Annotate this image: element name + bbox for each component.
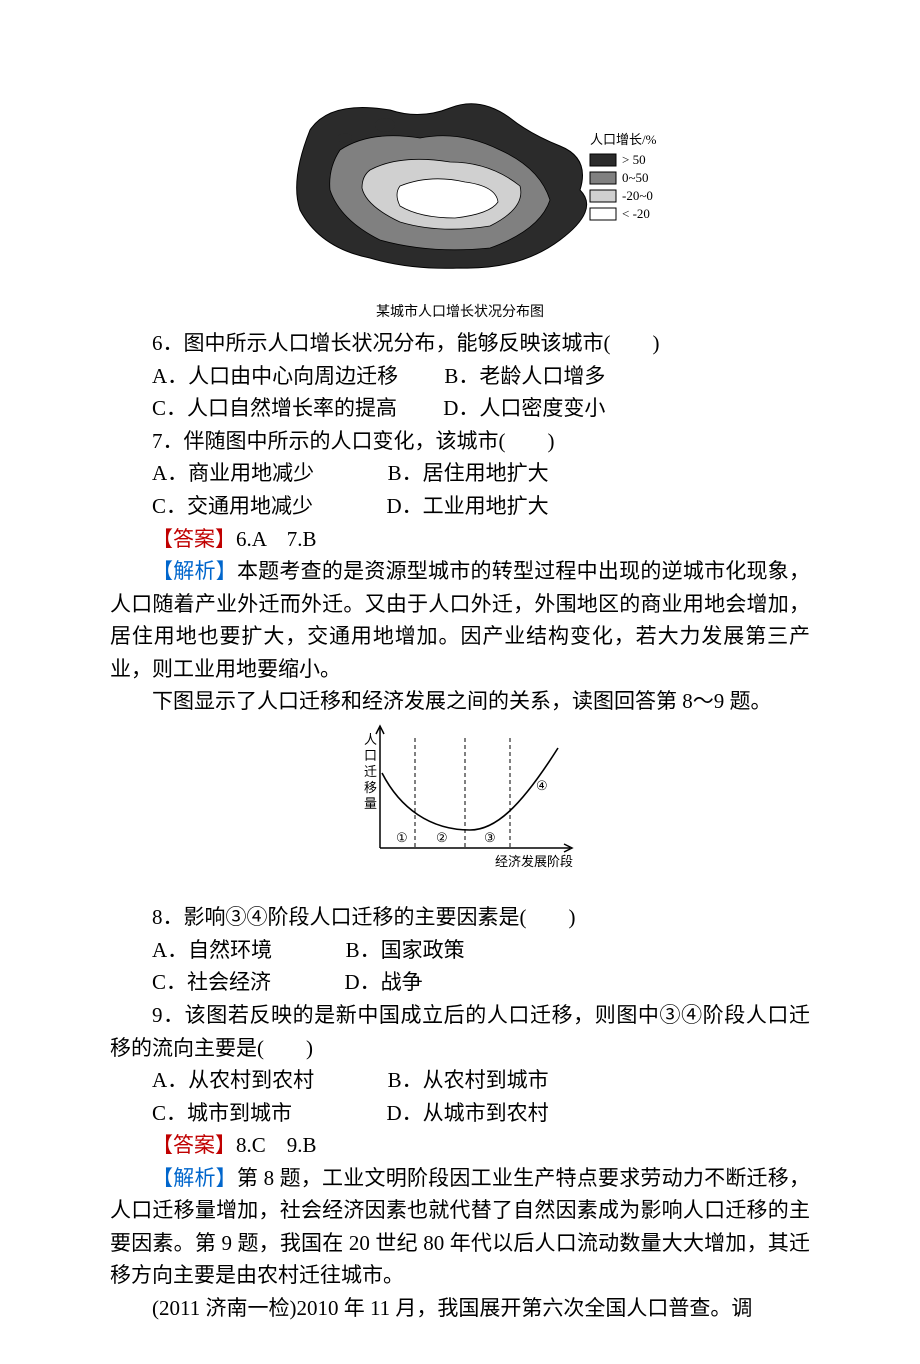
q9-opt-b: B．从农村到城市 — [388, 1068, 549, 1092]
q7-opts-cd: C．交通用地减少 D．工业用地扩大 — [110, 490, 810, 523]
fig2-mark-1: ① — [396, 830, 408, 845]
analysis-label: 【解析】 — [152, 559, 237, 583]
svg-text:迁: 迁 — [364, 764, 377, 779]
svg-text:口: 口 — [364, 748, 377, 763]
legend-item-2: -20~0 — [590, 188, 653, 203]
fig2-mark-3: ③ — [484, 830, 496, 845]
q8-opt-a: A．自然环境 — [152, 938, 272, 962]
legend-item-3: < -20 — [590, 206, 650, 221]
fig2-mark-2: ② — [436, 830, 448, 845]
explanation-67: 【解析】本题考查的是资源型城市的转型过程中出现的逆城市化现象，人口随着产业外迁而… — [110, 555, 810, 685]
svg-text:< -20: < -20 — [622, 206, 650, 221]
q6-opt-d: D．人口密度变小 — [443, 396, 605, 420]
fig2-xlabel: 经济发展阶段 — [495, 854, 573, 869]
q9-opt-c: C．城市到城市 — [152, 1101, 292, 1125]
figure1-caption: 某城市人口增长状况分布图 — [110, 302, 810, 324]
answer-89: 【答案】8.C 9.B — [110, 1129, 810, 1162]
q8-opts-ab: A．自然环境 B．国家政策 — [110, 934, 810, 967]
q6-opt-a: A．人口由中心向周边迁移 — [152, 364, 398, 388]
q9-stem: 9．该图若反映的是新中国成立后的人口迁移，则图中③④阶段人口迁移的流向主要是( … — [110, 999, 810, 1064]
svg-text:移: 移 — [364, 780, 377, 795]
q7-opt-d: D．工业用地扩大 — [387, 494, 549, 518]
q8-opt-d: D．战争 — [345, 970, 423, 994]
q7-opts-ab: A．商业用地减少 B．居住用地扩大 — [110, 457, 810, 490]
q9-opts-ab: A．从农村到农村 B．从农村到城市 — [110, 1064, 810, 1097]
fig2-ylabel: 人 口 迁 移 量 — [364, 732, 377, 811]
q6-opt-c: C．人口自然增长率的提高 — [152, 396, 397, 420]
answer-89-text: 8.C 9.B — [236, 1133, 317, 1157]
fig2-mark-4: ④ — [536, 778, 548, 793]
q6-stem: 6．图中所示人口增长状况分布，能够反映该城市( ) — [110, 327, 810, 360]
q8-opts-cd: C．社会经济 D．战争 — [110, 966, 810, 999]
answer-67-text: 6.A 7.B — [236, 527, 317, 551]
analysis-label-2: 【解析】 — [152, 1166, 237, 1190]
svg-text:> 50: > 50 — [622, 152, 646, 167]
q6-opt-b: B．老龄人口增多 — [444, 364, 605, 388]
explanation-89: 【解析】第 8 题，工业文明阶段因工业生产特点要求劳动力不断迁移，人口迁移量增加… — [110, 1162, 810, 1292]
q7-opt-a: A．商业用地减少 — [152, 461, 314, 485]
answer-label-2: 【答案】 — [152, 1133, 236, 1157]
q8-opt-b: B．国家政策 — [346, 938, 465, 962]
q7-opt-c: C．交通用地减少 — [152, 494, 313, 518]
q9-opts-cd: C．城市到城市 D．从城市到农村 — [110, 1097, 810, 1130]
q6-opts-cd: C．人口自然增长率的提高 D．人口密度变小 — [110, 392, 810, 425]
answer-67: 【答案】6.A 7.B — [110, 523, 810, 556]
svg-text:-20~0: -20~0 — [622, 188, 653, 203]
answer-label: 【答案】 — [152, 527, 236, 551]
q9-opt-d: D．从城市到农村 — [387, 1101, 549, 1125]
legend-title: 人口增长/% — [590, 132, 657, 147]
figure-population-map: 人口增长/% > 50 0~50 -20~0 < -20 — [110, 90, 810, 323]
svg-text:量: 量 — [364, 796, 377, 811]
q8-opt-c: C．社会经济 — [152, 970, 271, 994]
q6-opts-ab: A．人口由中心向周边迁移 B．老龄人口增多 — [110, 360, 810, 393]
q7-opt-b: B．居住用地扩大 — [388, 461, 549, 485]
tail-paragraph: (2011 济南一检)2010 年 11 月，我国展开第六次全国人口普查。调 — [110, 1292, 810, 1325]
svg-text:0~50: 0~50 — [622, 170, 649, 185]
q7-stem: 7．伴随图中所示的人口变化，该城市( ) — [110, 425, 810, 458]
figure-migration-curve: 人 口 迁 移 量 ① ② ③ ④ 经济发展阶段 — [110, 718, 810, 898]
q9-opt-a: A．从农村到农村 — [152, 1068, 314, 1092]
legend-item-1: 0~50 — [590, 170, 649, 185]
svg-text:人: 人 — [364, 732, 377, 747]
lead-89: 下图显示了人口迁移和经济发展之间的关系，读图回答第 8～9 题。 — [110, 685, 810, 718]
q8-stem: 8．影响③④阶段人口迁移的主要因素是( ) — [110, 901, 810, 934]
legend-item-0: > 50 — [590, 152, 646, 167]
